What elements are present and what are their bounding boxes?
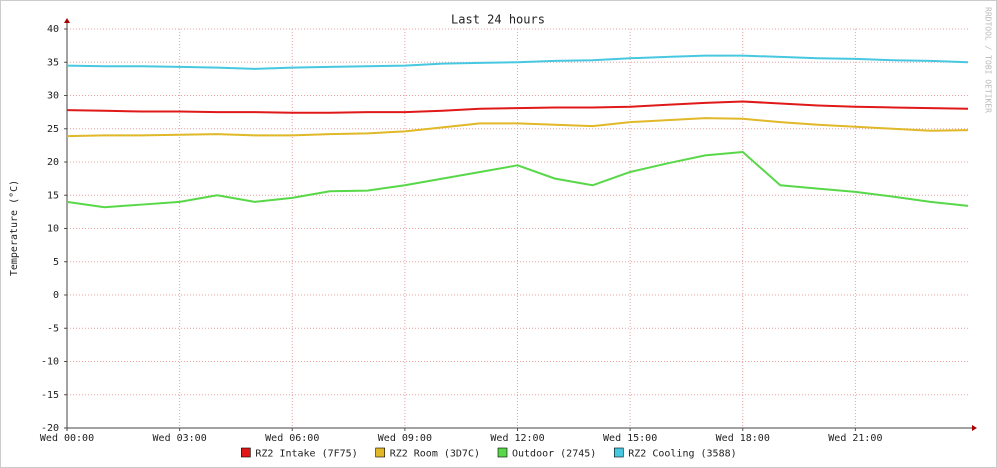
legend-label: RZ2 Intake (7F75): [255, 449, 357, 460]
y-tick-label: 15: [47, 190, 59, 201]
legend-label: RZ2 Room (3D7C): [390, 449, 480, 460]
x-tick-label: Wed 09:00: [378, 433, 432, 444]
y-tick-label: -5: [47, 323, 59, 334]
x-tick-label: Wed 15:00: [603, 433, 657, 444]
series-line: [66, 151, 969, 209]
y-tick-label: 30: [47, 91, 59, 102]
x-tick-label: Wed 21:00: [828, 433, 882, 444]
y-tick-label: 20: [47, 157, 59, 168]
legend-swatch: [613, 447, 624, 458]
legend-label: Outdoor (2745): [512, 449, 596, 460]
x-axis-arrow: [972, 425, 977, 431]
series-line: [66, 54, 969, 70]
x-tick-label: Wed 18:00: [716, 433, 770, 444]
y-axis-label: Temperature (°C): [9, 180, 20, 276]
y-tick-label: 25: [47, 124, 59, 135]
y-tick-label: 0: [53, 290, 59, 301]
legend-swatch: [375, 447, 386, 458]
y-tick-label: 35: [47, 57, 59, 68]
legend-swatch: [241, 447, 251, 458]
watermark: RRDTOOL / TOBI OETIKER: [984, 7, 993, 113]
y-tick-label: 5: [53, 257, 59, 268]
x-tick-label: Wed 06:00: [265, 433, 319, 444]
series-line: [66, 100, 969, 114]
y-tick-label: -15: [41, 390, 59, 401]
legend-label: RZ2 Cooling (3588): [628, 449, 736, 460]
x-tick-label: Wed 03:00: [153, 433, 207, 444]
y-tick-label: -20: [41, 423, 59, 434]
y-tick-label: -10: [41, 357, 59, 368]
series-line: [66, 117, 969, 138]
legend-swatch: [497, 447, 508, 458]
y-tick-label: 40: [47, 24, 59, 35]
x-tick-label: Wed 12:00: [490, 433, 544, 444]
y-tick-label: 10: [47, 224, 59, 235]
chart-title: Last 24 hours: [451, 13, 545, 27]
y-axis-arrow: [64, 18, 70, 23]
x-tick-label: Wed 00:00: [40, 433, 94, 444]
